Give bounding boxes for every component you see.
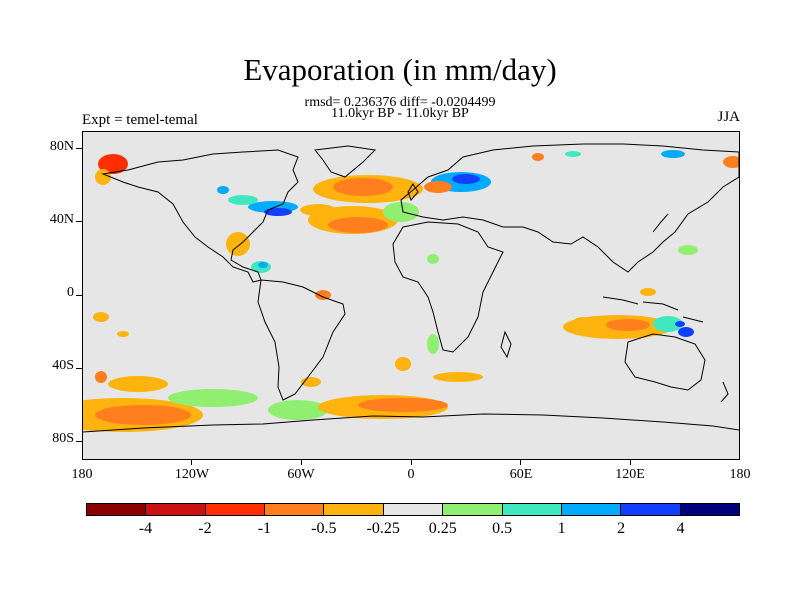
colorbar-swatch xyxy=(621,504,681,515)
colorbar-swatch xyxy=(443,504,503,515)
colorbar-swatch xyxy=(146,504,206,515)
colorbar-label: -0.5 xyxy=(311,520,337,537)
lon-label-60w: 60W xyxy=(287,467,315,482)
coastlines xyxy=(83,143,739,433)
colorbar-swatch xyxy=(561,504,622,515)
colorbar-label: 1 xyxy=(557,520,566,537)
lon-label-180e: 180 xyxy=(729,467,751,482)
lat-label-80s: 80S xyxy=(52,431,74,446)
map-panel xyxy=(82,131,740,460)
colorbar-swatch xyxy=(205,504,266,515)
colorbar-swatch xyxy=(680,504,739,515)
experiment-label: Expt = temel-temal xyxy=(82,112,198,128)
plot-title: Evaporation (in mm/day) xyxy=(243,52,557,87)
lon-label-0: 0 xyxy=(407,467,415,482)
colorbar-label: 0.5 xyxy=(492,520,513,537)
colorbar-label: -0.25 xyxy=(366,520,400,537)
lon-tick xyxy=(191,460,192,465)
map-drawing xyxy=(83,143,739,433)
lon-label-120w: 120W xyxy=(174,467,210,482)
colorbar-swatch xyxy=(87,504,147,515)
lon-tick xyxy=(630,460,631,465)
colorbar-swatch xyxy=(383,504,444,515)
colorbar-label: 4 xyxy=(676,520,685,537)
lat-tick xyxy=(76,368,82,369)
colorbar xyxy=(86,503,740,516)
lat-label-0: 0 xyxy=(67,285,74,300)
lat-tick xyxy=(76,221,82,222)
lon-label-60e: 60E xyxy=(509,467,533,482)
lat-label-80n: 80N xyxy=(49,139,74,154)
colorbar-swatch xyxy=(265,504,325,515)
lat-tick xyxy=(76,295,82,296)
lat-label-40n: 40N xyxy=(49,212,74,227)
colorbar-swatch xyxy=(324,504,384,515)
stats-line: rmsd= 0.236376 diff= -0.0204499 xyxy=(304,95,496,110)
lat-tick xyxy=(76,441,82,442)
colorbar-label: -1 xyxy=(257,520,272,537)
lat-label-40s: 40S xyxy=(52,358,74,373)
plot-subtitle: 11.0kyr BP - 11.0kyr BP xyxy=(331,106,469,121)
lon-tick xyxy=(301,460,302,465)
colorbar-label: -4 xyxy=(138,520,153,537)
lon-label-180w: 180 xyxy=(71,467,93,482)
colorbar-label: 2 xyxy=(617,520,626,537)
colorbar-label: 0.25 xyxy=(428,520,457,537)
colorbar-label: -2 xyxy=(198,520,212,537)
lon-tick xyxy=(520,460,521,465)
lon-tick xyxy=(411,460,412,465)
anomaly-patches xyxy=(83,150,739,432)
season-label: JJA xyxy=(717,109,740,125)
lon-label-120e: 120E xyxy=(615,467,645,482)
lat-tick xyxy=(76,148,82,149)
colorbar-swatch xyxy=(502,504,562,515)
